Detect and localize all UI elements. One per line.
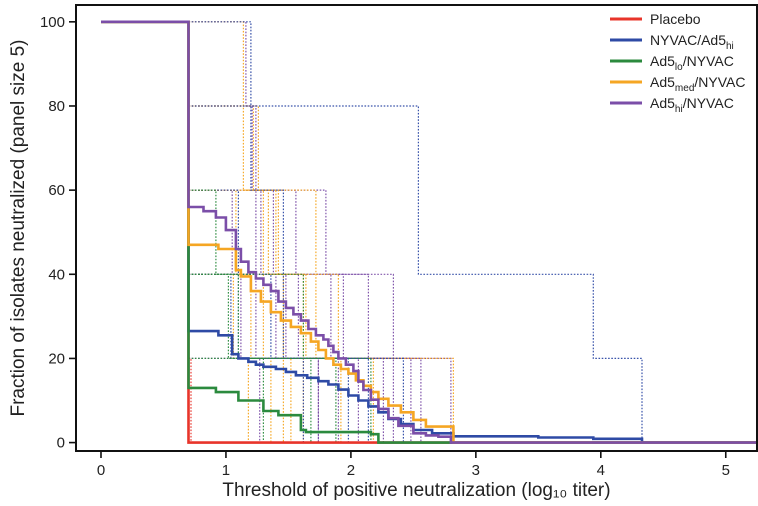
x-tick-label-2: 2	[347, 462, 355, 479]
y-tick-label-80: 80	[48, 98, 65, 115]
individual-curve-26	[188, 273, 337, 443]
y-axis-title: Fraction of isolates neutralized (panel …	[8, 39, 29, 416]
legend-label-0: Placebo	[650, 11, 701, 27]
series-line-3	[101, 20, 757, 444]
y-tick-label-20: 20	[48, 350, 65, 367]
x-tick-label-3: 3	[472, 462, 480, 479]
x-tick-label-5: 5	[722, 462, 730, 479]
series-line-4	[101, 20, 757, 444]
individual-curve-14	[188, 273, 374, 443]
series-line-2	[101, 20, 757, 444]
individual-curve-25	[188, 357, 372, 443]
x-tick-label-0: 0	[97, 462, 105, 479]
y-tick-label-100: 100	[40, 14, 65, 31]
y-tick-label-60: 60	[48, 182, 65, 199]
plot-frame	[75, 4, 758, 452]
y-tick-label-40: 40	[48, 266, 65, 283]
x-tick-label-4: 4	[597, 462, 605, 479]
y-axis-title-text: Fraction of isolates neutralized (panel …	[8, 39, 29, 416]
individual-curve-16	[188, 105, 284, 443]
individual-curve-18	[188, 105, 643, 443]
series-curves	[101, 20, 757, 444]
legend-label-4: Ad5hi/NYVAC	[650, 95, 734, 115]
individual-curve-6	[188, 273, 452, 443]
x-axis-ticks: 0 1 2 3 4 5	[97, 451, 730, 479]
x-axis-title: Threshold of positive neutralization (lo…	[222, 480, 610, 501]
x-tick-label-1: 1	[222, 462, 230, 479]
x-axis-title-text: Threshold of positive neutralization (lo…	[222, 480, 610, 501]
legend-label-2: Ad5lo/NYVAC	[650, 53, 734, 73]
legend-label-3: Ad5med/NYVAC	[650, 74, 745, 94]
legend-label-1: NYVAC/Ad5hi	[650, 32, 734, 52]
y-tick-label-0: 0	[57, 435, 65, 452]
legend: Placebo NYVAC/Ad5hiAd5lo/NYVACAd5med/NYVA…	[610, 11, 745, 115]
y-axis-ticks: 0 20 40 60 80 100	[40, 14, 76, 452]
